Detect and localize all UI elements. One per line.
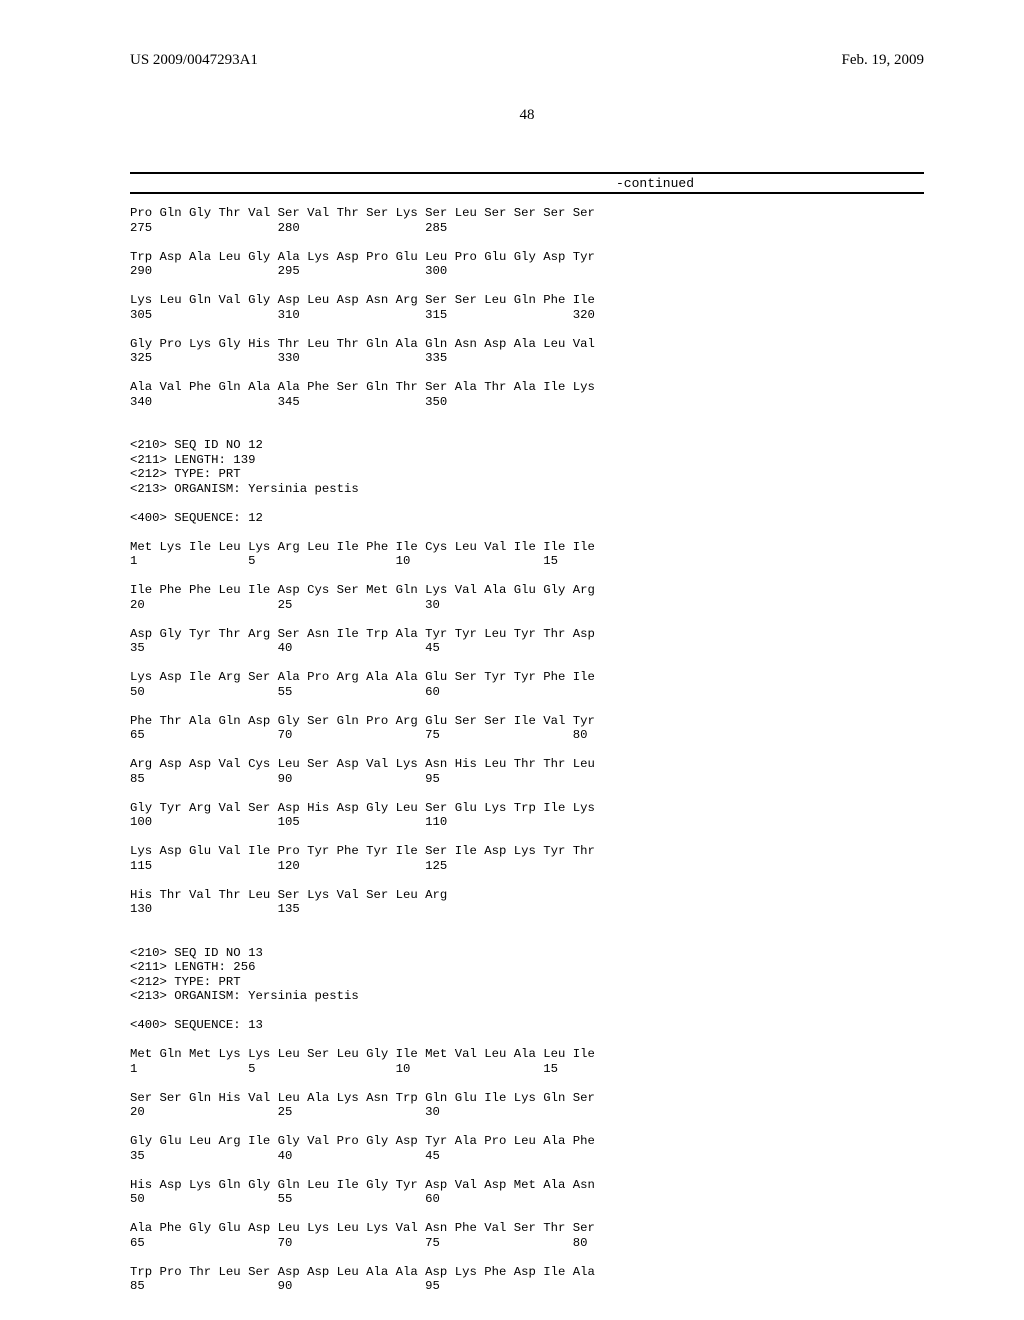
continued-rule: -continued [130,172,924,194]
page-number: 48 [130,107,924,124]
sequence-listing: Pro Gln Gly Thr Val Ser Val Thr Ser Lys … [130,206,924,1294]
page: US 2009/0047293A1 Feb. 19, 2009 48 -cont… [0,0,1024,1320]
publication-date: Feb. 19, 2009 [842,52,925,69]
continued-label: -continued [616,174,694,192]
publication-number: US 2009/0047293A1 [130,52,258,69]
page-header: US 2009/0047293A1 Feb. 19, 2009 [130,52,924,69]
